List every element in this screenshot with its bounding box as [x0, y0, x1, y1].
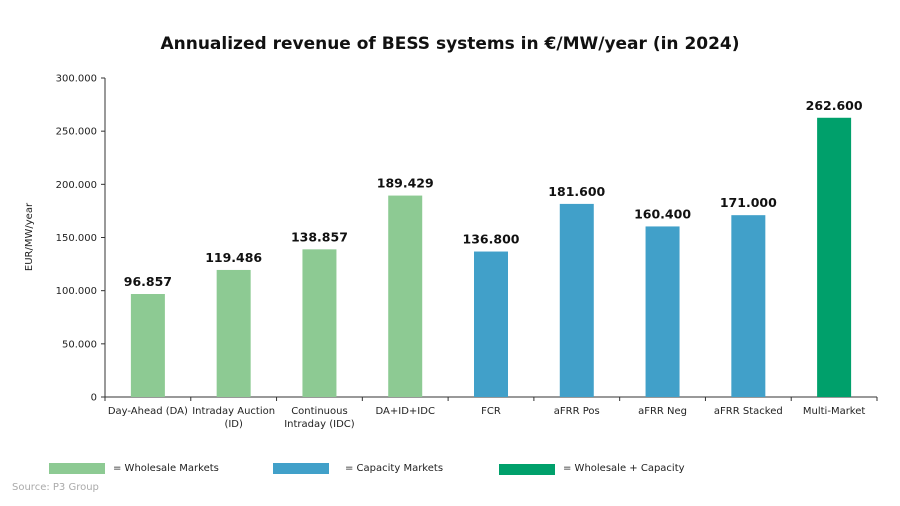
x-tick-label: Intraday Auction	[192, 406, 275, 417]
legend-label: = Capacity Markets	[345, 463, 444, 474]
y-tick-label: 100.000	[56, 286, 97, 297]
data-label: 119.486	[205, 250, 262, 265]
legend-wholesale: = Wholesale Markets	[49, 463, 219, 474]
data-label: 136.800	[463, 232, 520, 247]
x-tick-label: DA+ID+IDC	[376, 406, 435, 417]
y-tick-label: 200.000	[56, 180, 97, 191]
x-tick-label: FCR	[481, 406, 501, 417]
data-label: 189.429	[377, 176, 434, 191]
legend-swatch	[49, 463, 105, 474]
data-label: 138.857	[291, 229, 348, 244]
data-label: 171.000	[720, 195, 777, 210]
x-tick-label: aFRR Neg	[638, 406, 687, 417]
data-label: 160.400	[634, 206, 691, 221]
x-tick-label: Day-Ahead (DA)	[108, 406, 188, 417]
y-tick-label: 50.000	[62, 339, 97, 350]
bar	[130, 294, 165, 397]
data-label: 96.857	[124, 274, 172, 289]
bar	[731, 215, 766, 397]
data-label: 181.600	[548, 184, 605, 199]
bar	[817, 117, 852, 397]
x-tick-label: aFRR Stacked	[714, 406, 783, 417]
y-axis-label: EUR/MW/year	[24, 202, 35, 271]
chart-title: Annualized revenue of BESS systems in €/…	[160, 34, 740, 54]
legend-swatch	[273, 463, 329, 474]
y-tick-label: 0	[91, 393, 97, 404]
bar	[302, 249, 337, 397]
x-tick-label: (ID)	[224, 419, 243, 430]
x-tick-label: Continuous	[291, 406, 347, 417]
legend-both: = Wholesale + Capacity	[499, 461, 685, 475]
x-tick-label: Intraday (IDC)	[284, 419, 355, 430]
y-tick-label: 300.000	[56, 74, 97, 85]
bar	[216, 269, 251, 397]
x-tick-label: aFRR Pos	[554, 406, 600, 417]
x-tick-label: Multi-Market	[803, 406, 866, 417]
y-tick-label: 250.000	[56, 127, 97, 138]
bar	[474, 251, 508, 397]
bar	[645, 226, 680, 397]
source-note: Source: P3 Group	[12, 482, 99, 493]
legend-label: = Wholesale + Capacity	[563, 462, 685, 474]
legend-capacity: = Capacity Markets	[273, 463, 443, 474]
data-label: 262.600	[806, 98, 863, 113]
legend-label: = Wholesale Markets	[113, 463, 219, 474]
bar	[388, 195, 423, 397]
legend-swatch	[499, 464, 555, 475]
y-tick-label: 150.000	[56, 233, 97, 244]
bar	[559, 203, 594, 397]
